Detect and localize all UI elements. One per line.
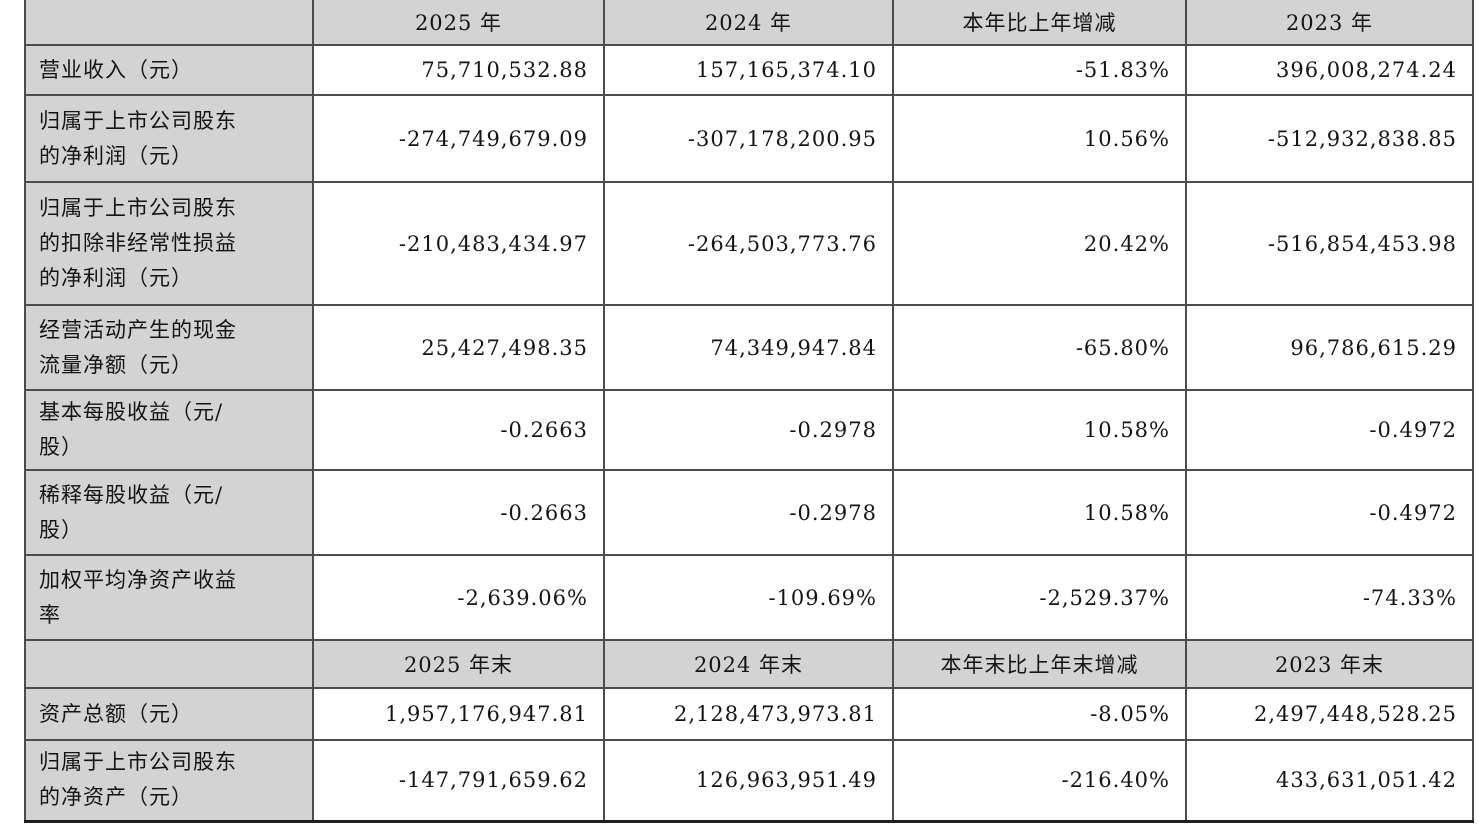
header-yearend-change: 本年末比上年末增减 xyxy=(892,639,1187,689)
row-label: 基本每股收益（元/ 股） xyxy=(24,389,314,471)
row-label: 经营活动产生的现金 流量净额（元） xyxy=(24,304,314,391)
header-row-year-end: 2025 年末 2024 年末 本年末比上年末增减 2023 年末 xyxy=(24,639,1474,689)
cell-change: -65.80% xyxy=(892,304,1187,391)
header-2025: 2025 年 xyxy=(312,0,605,46)
cell-2025: -0.2663 xyxy=(312,389,605,471)
header-2023: 2023 年 xyxy=(1185,0,1474,46)
cell-2024: 74,349,947.84 xyxy=(603,304,894,391)
table-row-diluted-eps: 稀释每股收益（元/ 股） -0.2663 -0.2978 10.58% -0.4… xyxy=(24,469,1474,556)
cell-2024: 2,128,473,973.81 xyxy=(603,687,894,741)
cell-2024: -264,503,773.76 xyxy=(603,181,894,306)
cell-2025: -210,483,434.97 xyxy=(312,181,605,306)
cell-change: -8.05% xyxy=(892,687,1187,741)
header-row-annual: 2025 年 2024 年 本年比上年增减 2023 年 xyxy=(24,0,1474,46)
header-2024-end: 2024 年末 xyxy=(603,639,894,689)
cell-2023: -0.4972 xyxy=(1185,469,1474,556)
cell-2024: -109.69% xyxy=(603,554,894,641)
cell-2023: 96,786,615.29 xyxy=(1185,304,1474,391)
cell-2023: -74.33% xyxy=(1185,554,1474,641)
cell-2025: 75,710,532.88 xyxy=(312,44,605,96)
financial-summary-table-wrap: 2025 年 2024 年 本年比上年增减 2023 年 营业收入（元） 75,… xyxy=(24,0,1474,823)
row-label: 稀释每股收益（元/ 股） xyxy=(24,469,314,556)
cell-change: 10.58% xyxy=(892,469,1187,556)
header-2025-end: 2025 年末 xyxy=(312,639,605,689)
table-row-basic-eps: 基本每股收益（元/ 股） -0.2663 -0.2978 10.58% -0.4… xyxy=(24,389,1474,471)
cell-change: -51.83% xyxy=(892,44,1187,96)
table-row-weighted-avg-roe: 加权平均净资产收益 率 -2,639.06% -109.69% -2,529.3… xyxy=(24,554,1474,641)
table-row-operating-revenue: 营业收入（元） 75,710,532.88 157,165,374.10 -51… xyxy=(24,44,1474,96)
cell-2025: -274,749,679.09 xyxy=(312,94,605,183)
cell-2023: -512,932,838.85 xyxy=(1185,94,1474,183)
cell-2023: 396,008,274.24 xyxy=(1185,44,1474,96)
cell-2025: 1,957,176,947.81 xyxy=(312,687,605,741)
cell-change: -2,529.37% xyxy=(892,554,1187,641)
header-2024: 2024 年 xyxy=(603,0,894,46)
header-yoy-change: 本年比上年增减 xyxy=(892,0,1187,46)
cell-change: 10.58% xyxy=(892,389,1187,471)
cell-2025: -0.2663 xyxy=(312,469,605,556)
cell-change: 10.56% xyxy=(892,94,1187,183)
table-row-net-assets: 归属于上市公司股东 的净资产（元） -147,791,659.62 126,96… xyxy=(24,739,1474,823)
cell-2024: -0.2978 xyxy=(603,389,894,471)
cell-2025: -147,791,659.62 xyxy=(312,739,605,823)
cell-change: -216.40% xyxy=(892,739,1187,823)
header-2023-end: 2023 年末 xyxy=(1185,639,1474,689)
cell-2023: -516,854,453.98 xyxy=(1185,181,1474,306)
cell-2024: 157,165,374.10 xyxy=(603,44,894,96)
cell-change: 20.42% xyxy=(892,181,1187,306)
cell-2025: 25,427,498.35 xyxy=(312,304,605,391)
table-row-net-profit: 归属于上市公司股东 的净利润（元） -274,749,679.09 -307,1… xyxy=(24,94,1474,183)
header-empty-cell xyxy=(24,639,314,689)
cell-2023: 433,631,051.42 xyxy=(1185,739,1474,823)
financial-summary-table: 2025 年 2024 年 本年比上年增减 2023 年 营业收入（元） 75,… xyxy=(24,0,1474,823)
row-label: 加权平均净资产收益 率 xyxy=(24,554,314,641)
row-label: 营业收入（元） xyxy=(24,44,314,96)
cell-2024: -0.2978 xyxy=(603,469,894,556)
table-row-total-assets: 资产总额（元） 1,957,176,947.81 2,128,473,973.8… xyxy=(24,687,1474,741)
row-label: 归属于上市公司股东 的净利润（元） xyxy=(24,94,314,183)
table-row-net-profit-excl-nonrecurring: 归属于上市公司股东 的扣除非经常性损益 的净利润（元） -210,483,434… xyxy=(24,181,1474,306)
header-empty-cell xyxy=(24,0,314,46)
table-row-operating-cash-flow: 经营活动产生的现金 流量净额（元） 25,427,498.35 74,349,9… xyxy=(24,304,1474,391)
cell-2023: 2,497,448,528.25 xyxy=(1185,687,1474,741)
cell-2025: -2,639.06% xyxy=(312,554,605,641)
cell-2024: -307,178,200.95 xyxy=(603,94,894,183)
cell-2023: -0.4972 xyxy=(1185,389,1474,471)
cell-2024: 126,963,951.49 xyxy=(603,739,894,823)
row-label: 归属于上市公司股东 的扣除非经常性损益 的净利润（元） xyxy=(24,181,314,306)
row-label: 归属于上市公司股东 的净资产（元） xyxy=(24,739,314,823)
row-label: 资产总额（元） xyxy=(24,687,314,741)
